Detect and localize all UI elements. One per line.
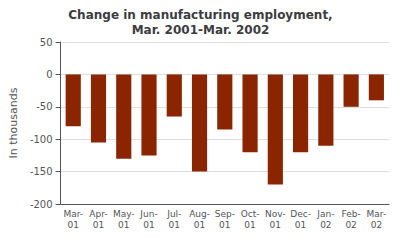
svg-text:-150: -150 [30, 166, 53, 177]
svg-text:Mar-: Mar- [63, 209, 83, 219]
svg-text:Nov-: Nov- [265, 209, 286, 219]
svg-text:-200: -200 [30, 199, 53, 210]
svg-text:Feb-: Feb- [342, 209, 361, 219]
svg-text:01: 01 [143, 220, 154, 230]
svg-text:50: 50 [40, 37, 53, 48]
svg-text:Jun-: Jun- [139, 209, 157, 219]
svg-text:02: 02 [345, 220, 356, 230]
svg-text:Mar-: Mar- [367, 209, 387, 219]
svg-text:Change in manufacturing employ: Change in manufacturing employment, [68, 8, 332, 22]
svg-text:-100: -100 [30, 134, 53, 145]
svg-text:01: 01 [67, 220, 78, 230]
svg-text:Aug-: Aug- [189, 209, 210, 219]
svg-text:Dec-: Dec- [290, 209, 311, 219]
svg-text:0: 0 [46, 69, 52, 80]
svg-text:Sep-: Sep- [215, 209, 235, 219]
svg-text:In thousands: In thousands [7, 87, 20, 158]
svg-text:Mar. 2001-Mar. 2002: Mar. 2001-Mar. 2002 [132, 23, 270, 37]
svg-text:02: 02 [320, 220, 331, 230]
svg-text:02: 02 [371, 220, 382, 230]
svg-text:Oct-: Oct- [241, 209, 260, 219]
svg-text:01: 01 [295, 220, 306, 230]
svg-text:01: 01 [194, 220, 205, 230]
svg-text:01: 01 [244, 220, 255, 230]
svg-text:01: 01 [169, 220, 180, 230]
svg-text:May-: May- [113, 209, 135, 219]
svg-text:Jan-: Jan- [316, 209, 334, 219]
svg-text:01: 01 [118, 220, 129, 230]
svg-text:-50: -50 [36, 101, 52, 112]
svg-text:01: 01 [219, 220, 230, 230]
svg-text:Jul-: Jul- [166, 209, 181, 219]
svg-text:Apr-: Apr- [89, 209, 107, 219]
svg-text:01: 01 [93, 220, 104, 230]
svg-text:01: 01 [270, 220, 281, 230]
